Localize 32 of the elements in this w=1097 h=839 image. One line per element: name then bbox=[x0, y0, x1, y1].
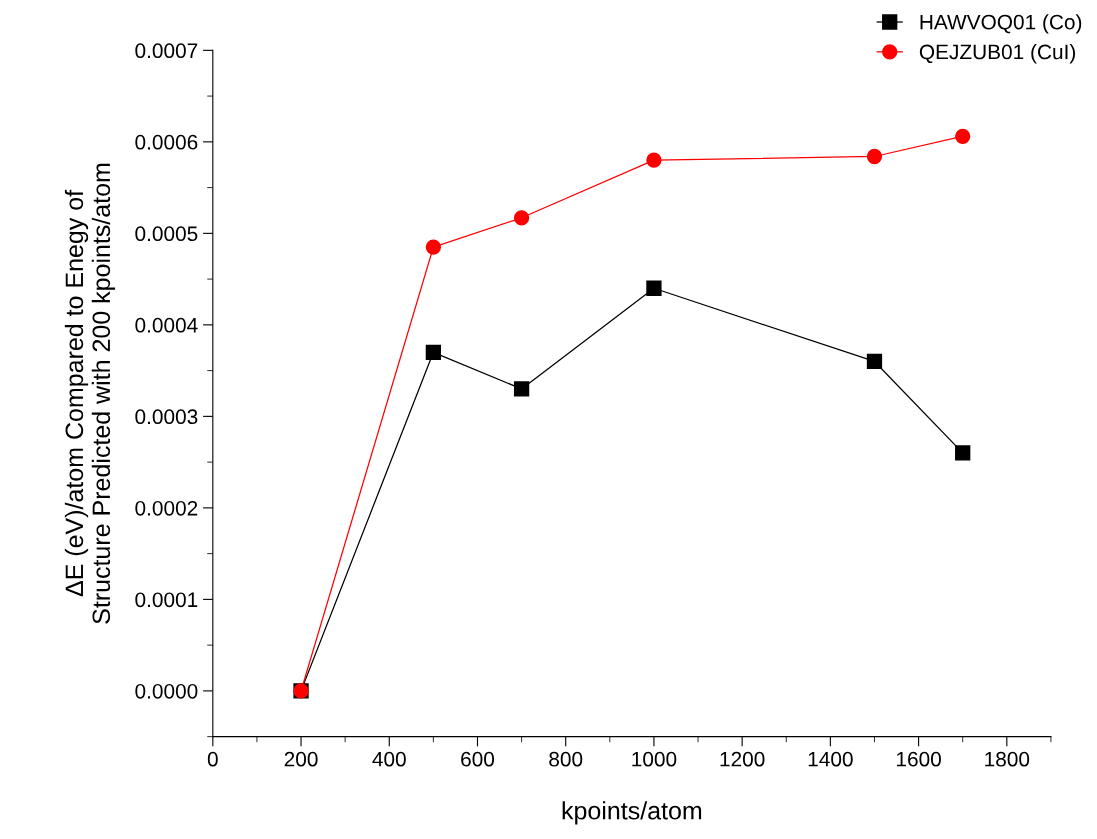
y-tick-label: 0.0006 bbox=[135, 134, 198, 150]
point bbox=[425, 344, 442, 360]
point bbox=[513, 381, 530, 397]
point bbox=[646, 280, 662, 296]
x-tick-label: 800 bbox=[549, 751, 583, 767]
y-tick-label: 0.0001 bbox=[135, 592, 198, 608]
legend-label: QEJZUB01 (CuI) bbox=[919, 44, 1076, 64]
x-tick-label: 1000 bbox=[632, 751, 677, 767]
x-tick-label: 1400 bbox=[808, 751, 853, 767]
y-tick-label: 0.0002 bbox=[135, 500, 198, 516]
x-tick-label: 200 bbox=[284, 751, 318, 767]
point bbox=[513, 210, 530, 226]
x-axis-title: kpoints/atom bbox=[562, 801, 702, 825]
point bbox=[866, 148, 883, 165]
x-tick-label: 400 bbox=[372, 751, 406, 767]
point bbox=[866, 353, 883, 370]
point bbox=[955, 445, 971, 461]
point bbox=[425, 239, 442, 255]
x-tick-label: 600 bbox=[461, 751, 495, 767]
legend-label: HAWVOQ01 (Co) bbox=[920, 14, 1082, 34]
x-tick-label: 1800 bbox=[985, 751, 1030, 767]
y-tick-label: 0.0000 bbox=[135, 683, 198, 699]
point bbox=[646, 152, 662, 168]
y-tick-label: 0.0003 bbox=[135, 409, 198, 425]
y-tick-label: 0.0007 bbox=[135, 43, 198, 59]
y-tick-label: 0.0004 bbox=[135, 317, 198, 333]
point bbox=[955, 128, 971, 144]
x-tick-label: 1600 bbox=[897, 751, 941, 767]
y-axis-title: ΔE (eV)/atom Compared to Enegy of Structure Predicted with 200 kpoints/atom bbox=[64, 163, 116, 624]
x-tick-label: 0 bbox=[207, 751, 218, 767]
y-tick-label: 0.0005 bbox=[135, 226, 198, 242]
x-tick-label: 1200 bbox=[720, 751, 765, 767]
